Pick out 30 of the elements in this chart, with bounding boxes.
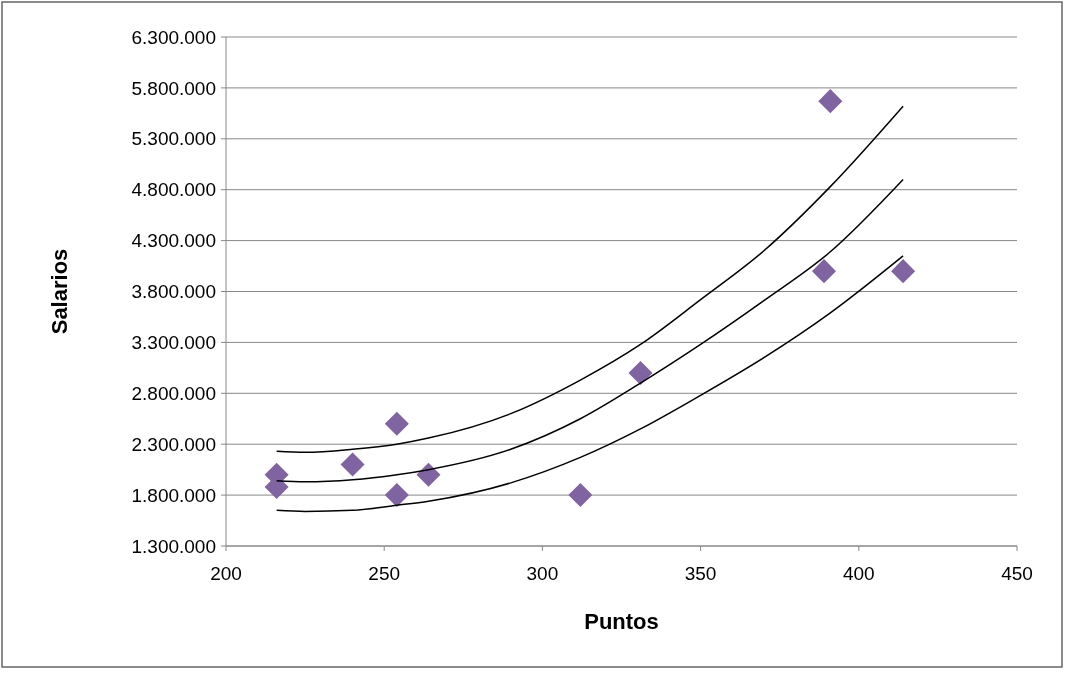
- x-tick-label: 450: [1001, 563, 1033, 584]
- y-tick-label: 4.800.000: [131, 179, 216, 201]
- y-tick-label: 5.300.000: [131, 128, 216, 150]
- y-tick-label: 2.300.000: [131, 433, 216, 455]
- y-axis-title: Salarios: [47, 248, 72, 335]
- y-tick-label: 4.300.000: [131, 230, 216, 252]
- y-tick-label: 6.300.000: [131, 26, 216, 48]
- y-tick-label: 3.300.000: [131, 332, 216, 354]
- point: [340, 452, 365, 477]
- line-series: [275, 105, 904, 454]
- point: [568, 483, 593, 508]
- x-axis-title: Puntos: [584, 609, 659, 634]
- point: [384, 483, 409, 508]
- y-tick-label: 1.800.000: [131, 484, 216, 506]
- x-tick-label: 400: [842, 563, 875, 584]
- y-tick-label: 3.800.000: [131, 281, 216, 303]
- y-tick-label: 5.800.000: [131, 77, 216, 99]
- point: [811, 259, 837, 284]
- x-tick-label: 250: [368, 563, 401, 584]
- point: [628, 360, 653, 385]
- line-series: [275, 255, 904, 513]
- y-tick-label: 1.300.000: [131, 535, 216, 557]
- x-tick-label: 300: [526, 563, 559, 584]
- point: [818, 89, 843, 114]
- x-tick-label: 350: [684, 563, 717, 584]
- y-tick-label: 2.800.000: [131, 382, 216, 404]
- point: [416, 462, 441, 487]
- point: [891, 259, 916, 284]
- x-tick-label: 200: [210, 563, 242, 584]
- point: [384, 411, 409, 436]
